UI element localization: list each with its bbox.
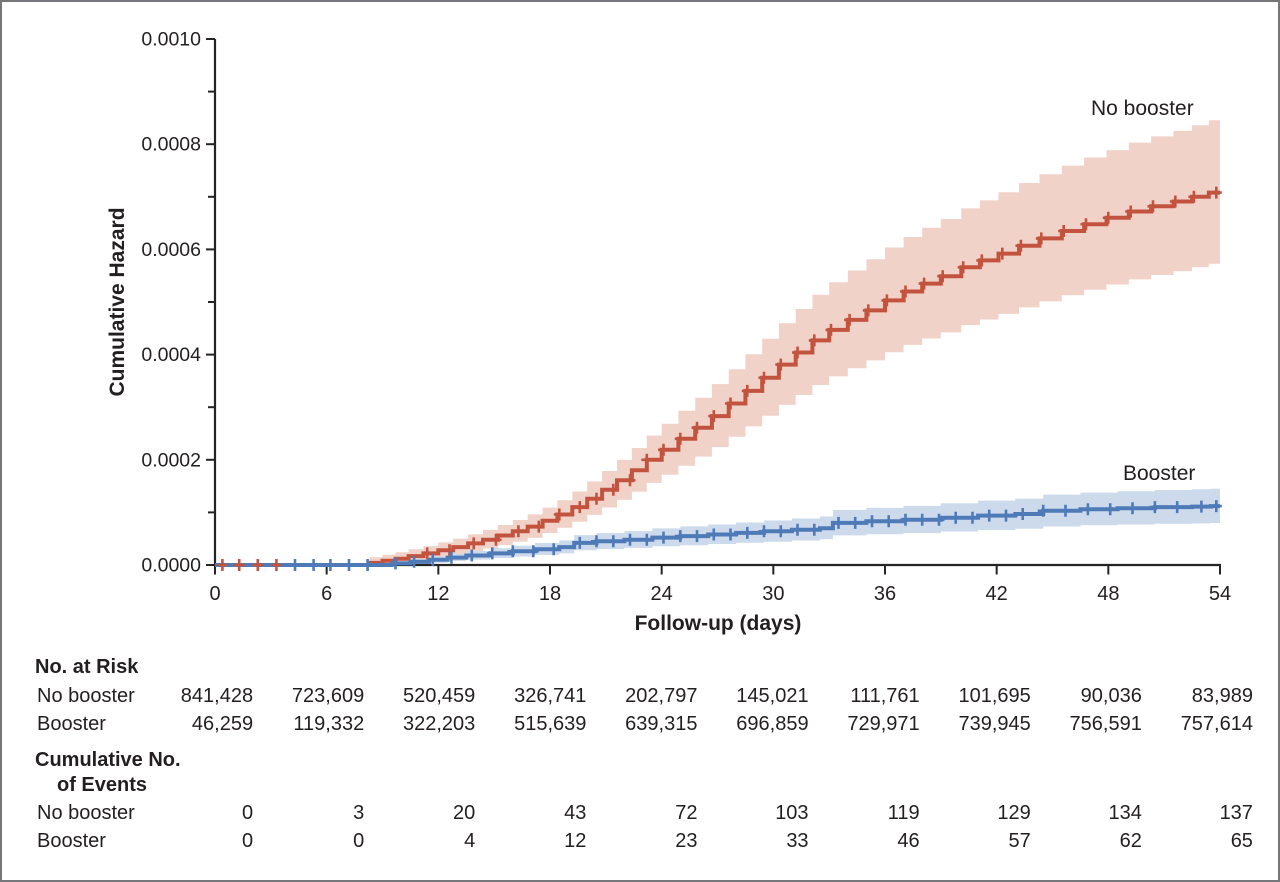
x-axis-title: Follow-up (days) — [634, 612, 802, 635]
row-label: Booster — [37, 713, 106, 735]
risk-value: 739,945 — [958, 713, 1031, 735]
risk-value: 515,639 — [514, 713, 587, 735]
risk-value: 0 — [241, 802, 254, 824]
risk-value: 129 — [997, 802, 1031, 824]
risk-value: 3 — [353, 802, 365, 824]
risk-value: 65 — [1230, 830, 1253, 852]
risk-value: 33 — [786, 830, 809, 852]
no-booster-ci-band — [369, 120, 1220, 566]
risk-value: 119 — [887, 802, 920, 824]
risk-value: 0 — [241, 830, 254, 852]
risk-value: 43 — [564, 802, 587, 824]
y-tick-label: 0.0004 — [141, 344, 201, 366]
risk-value: 756,591 — [1069, 713, 1142, 735]
risk-value: 757,614 — [1180, 713, 1253, 735]
risk-value: 134 — [1108, 802, 1142, 824]
x-tick-label: 0 — [209, 583, 220, 605]
row-label: No booster — [37, 685, 135, 707]
risk-value: 111,761 — [850, 685, 920, 707]
series-label-booster: Booster — [1123, 462, 1196, 485]
x-tick-label: 48 — [1097, 583, 1119, 605]
events-header-line2: of Events — [57, 774, 148, 796]
risk-value: 145,021 — [736, 685, 809, 707]
risk-value: 20 — [453, 802, 476, 824]
risk-value: 202,797 — [625, 685, 698, 707]
x-tick-label: 42 — [986, 583, 1008, 605]
risk-value: 119,332 — [293, 713, 365, 735]
risk-value: 83,989 — [1191, 685, 1253, 707]
no-booster-censor-marks — [216, 186, 1222, 571]
risk-value: 520,459 — [402, 685, 476, 707]
risk-table-row: Booster 46,259 119,332 322,203 515,639 639,31… — [37, 713, 1253, 736]
booster-ci-band — [391, 488, 1220, 565]
row-label: Booster — [37, 830, 106, 852]
risk-value: 46 — [897, 830, 920, 852]
y-tick-label: 0.0002 — [141, 449, 201, 471]
risk-value: 23 — [675, 830, 698, 852]
y-tick-label: 0.0000 — [141, 555, 201, 577]
x-tick-label: 54 — [1209, 583, 1231, 605]
risk-value: 12 — [564, 830, 587, 852]
risk-value: 723,609 — [291, 685, 365, 707]
y-tick-label: 0.0010 — [141, 29, 201, 51]
risk-value: 62 — [1119, 830, 1142, 852]
y-tick-label: 0.0006 — [141, 239, 201, 261]
risk-value: 326,741 — [514, 685, 587, 707]
risk-value: 103 — [775, 802, 809, 824]
risk-value: 729,971 — [847, 713, 920, 735]
risk-value: 841,428 — [180, 685, 254, 707]
x-tick-label: 12 — [427, 583, 449, 605]
x-tick-label: 30 — [762, 583, 784, 605]
risk-value: 101,695 — [958, 685, 1031, 707]
x-tick-label: 36 — [874, 583, 896, 605]
risk-table-row: No booster 841,428 723,609 520,459 326,741 20… — [37, 685, 1253, 708]
booster-censor-marks — [289, 500, 1222, 571]
risk-table-row: Booster 0 0 4 12 23 33 46 57 62 65 — [37, 830, 1253, 853]
y-tick-label: 0.0008 — [141, 134, 201, 156]
risk-value: 72 — [675, 802, 698, 824]
cumulative-hazard-chart: 0.0000 0.0002 0.0004 0.0006 0.0008 0.0010 0 6 12… — [141, 29, 1231, 606]
risk-value: 639,315 — [625, 713, 698, 735]
series-label-no-booster: No booster — [1091, 97, 1194, 120]
at-risk-header: No. at Risk — [35, 656, 139, 678]
risk-value: 322,203 — [402, 713, 476, 735]
risk-value: 90,036 — [1080, 685, 1142, 707]
row-label: No booster — [37, 802, 135, 824]
risk-value: 4 — [464, 830, 476, 852]
risk-value: 0 — [353, 830, 365, 852]
risk-value: 46,259 — [191, 713, 254, 735]
risk-value: 696,859 — [736, 713, 809, 735]
events-header-line1: Cumulative No. — [35, 749, 181, 771]
x-tick-label: 24 — [651, 583, 673, 605]
risk-value: 137 — [1219, 802, 1253, 824]
x-tick-label: 6 — [321, 583, 332, 605]
risk-value: 57 — [1008, 830, 1031, 852]
risk-table-row: No booster 0 3 20 43 72 103 119 129 134 137 — [37, 802, 1253, 825]
x-tick-label: 18 — [539, 583, 561, 605]
